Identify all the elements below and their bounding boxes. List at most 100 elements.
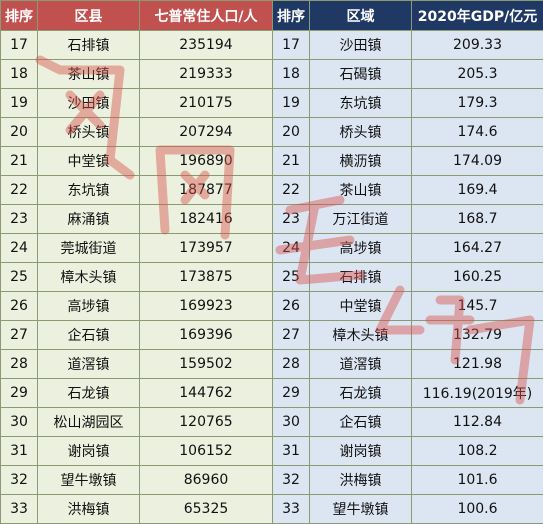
value-cell: 65325 [140, 495, 273, 524]
value-cell: 169.4 [412, 176, 543, 205]
name-cell: 道滘镇 [310, 350, 412, 379]
rank-cell: 27 [273, 321, 310, 350]
rank-cell: 32 [273, 466, 310, 495]
name-cell: 樟木头镇 [310, 321, 412, 350]
rank-cell: 31 [1, 437, 38, 466]
rank-cell: 25 [1, 263, 38, 292]
header-gdp: 2020年GDP/亿元 [412, 1, 543, 31]
name-cell: 道滘镇 [38, 350, 140, 379]
name-cell: 莞城街道 [38, 234, 140, 263]
value-cell: 196890 [140, 147, 273, 176]
rank-cell: 23 [273, 205, 310, 234]
rank-cell: 28 [1, 350, 38, 379]
rank-cell: 20 [273, 118, 310, 147]
name-cell: 松山湖园区 [38, 408, 140, 437]
value-cell: 173957 [140, 234, 273, 263]
name-cell: 沙田镇 [38, 89, 140, 118]
name-cell: 石排镇 [310, 263, 412, 292]
name-cell: 东坑镇 [310, 89, 412, 118]
value-cell: 182416 [140, 205, 273, 234]
value-cell: 160.25 [412, 263, 543, 292]
value-cell: 169923 [140, 292, 273, 321]
rank-cell: 30 [273, 408, 310, 437]
name-cell: 谢岗镇 [310, 437, 412, 466]
rank-cell: 29 [273, 379, 310, 408]
rank-cell: 22 [1, 176, 38, 205]
name-cell: 石排镇 [38, 31, 140, 60]
rank-cell: 19 [273, 89, 310, 118]
rank-cell: 31 [273, 437, 310, 466]
rank-cell: 22 [273, 176, 310, 205]
value-cell: 207294 [140, 118, 273, 147]
value-cell: 108.2 [412, 437, 543, 466]
name-cell: 企石镇 [38, 321, 140, 350]
value-cell: 112.84 [412, 408, 543, 437]
rank-cell: 23 [1, 205, 38, 234]
value-cell: 210175 [140, 89, 273, 118]
name-cell: 洪梅镇 [310, 466, 412, 495]
value-cell: 209.33 [412, 31, 543, 60]
name-cell: 麻涌镇 [38, 205, 140, 234]
value-cell: 86960 [140, 466, 273, 495]
gdp-header-row: 排序 区域 2020年GDP/亿元 [273, 1, 543, 31]
name-cell: 石碣镇 [310, 60, 412, 89]
population-header-row: 排序 区县 七普常住人口/人 [1, 1, 273, 31]
value-cell: 101.6 [412, 466, 543, 495]
value-cell: 169396 [140, 321, 273, 350]
value-cell: 144762 [140, 379, 273, 408]
header-population: 七普常住人口/人 [140, 1, 273, 31]
rank-cell: 33 [1, 495, 38, 524]
rank-cell: 24 [1, 234, 38, 263]
value-cell: 174.6 [412, 118, 543, 147]
value-cell: 173875 [140, 263, 273, 292]
rank-cell: 20 [1, 118, 38, 147]
name-cell: 茶山镇 [310, 176, 412, 205]
name-cell: 望牛墩镇 [38, 466, 140, 495]
rank-cell: 29 [1, 379, 38, 408]
rank-cell: 24 [273, 234, 310, 263]
rank-cell: 26 [1, 292, 38, 321]
rank-cell: 21 [1, 147, 38, 176]
name-cell: 高埗镇 [38, 292, 140, 321]
name-cell: 企石镇 [310, 408, 412, 437]
name-cell: 东坑镇 [38, 176, 140, 205]
rank-cell: 17 [1, 31, 38, 60]
name-cell: 望牛墩镇 [310, 495, 412, 524]
rank-cell: 21 [273, 147, 310, 176]
value-cell: 120765 [140, 408, 273, 437]
value-cell: 159502 [140, 350, 273, 379]
value-cell: 121.98 [412, 350, 543, 379]
value-cell: 168.7 [412, 205, 543, 234]
header-rank: 排序 [273, 1, 310, 31]
rank-cell: 28 [273, 350, 310, 379]
name-cell: 谢岗镇 [38, 437, 140, 466]
name-cell: 沙田镇 [310, 31, 412, 60]
value-cell: 106152 [140, 437, 273, 466]
value-cell: 179.3 [412, 89, 543, 118]
header-region: 区域 [310, 1, 412, 31]
rank-cell: 33 [273, 495, 310, 524]
